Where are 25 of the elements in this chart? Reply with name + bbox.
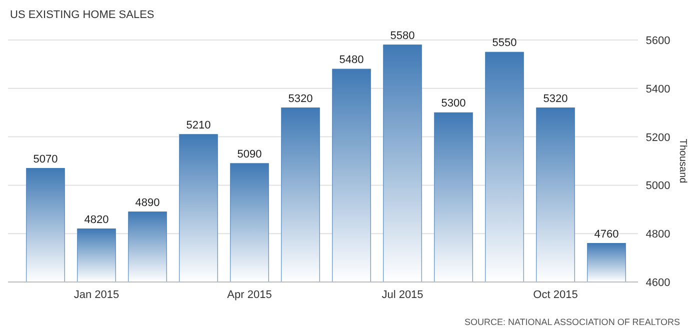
data-label: 5480 [339,54,364,66]
data-label: 4890 [135,196,160,209]
x-tick-label: Jul 2015 [382,289,424,301]
x-tick-label: Jan 2015 [74,289,120,301]
source-note: SOURCE: NATIONAL ASSOCIATION OF REALTORS [464,317,680,327]
data-label: 5550 [492,37,517,50]
chart-title: US EXISTING HOME SALES [10,9,154,21]
data-label: 5320 [543,92,568,105]
y-tick-label: 5000 [646,180,670,192]
y-tick-label: 4600 [646,277,670,289]
x-tick-label: Apr 2015 [227,289,272,301]
data-label: 5090 [237,148,262,160]
x-tick-label: Oct 2015 [533,289,578,301]
y-tick-label: 5200 [646,132,670,144]
data-label: 5210 [186,119,211,132]
y-axis-title: Thousand [677,138,688,184]
data-label: 5070 [33,153,58,166]
data-label: 4760 [594,228,619,240]
data-label: 5300 [441,98,466,110]
y-tick-label: 4800 [646,228,670,241]
y-tick-label: 5400 [646,83,670,96]
y-tick-label: 5600 [646,35,670,47]
data-label: 5580 [390,30,415,42]
data-label: 5320 [288,92,313,105]
data-label: 4820 [84,214,109,226]
